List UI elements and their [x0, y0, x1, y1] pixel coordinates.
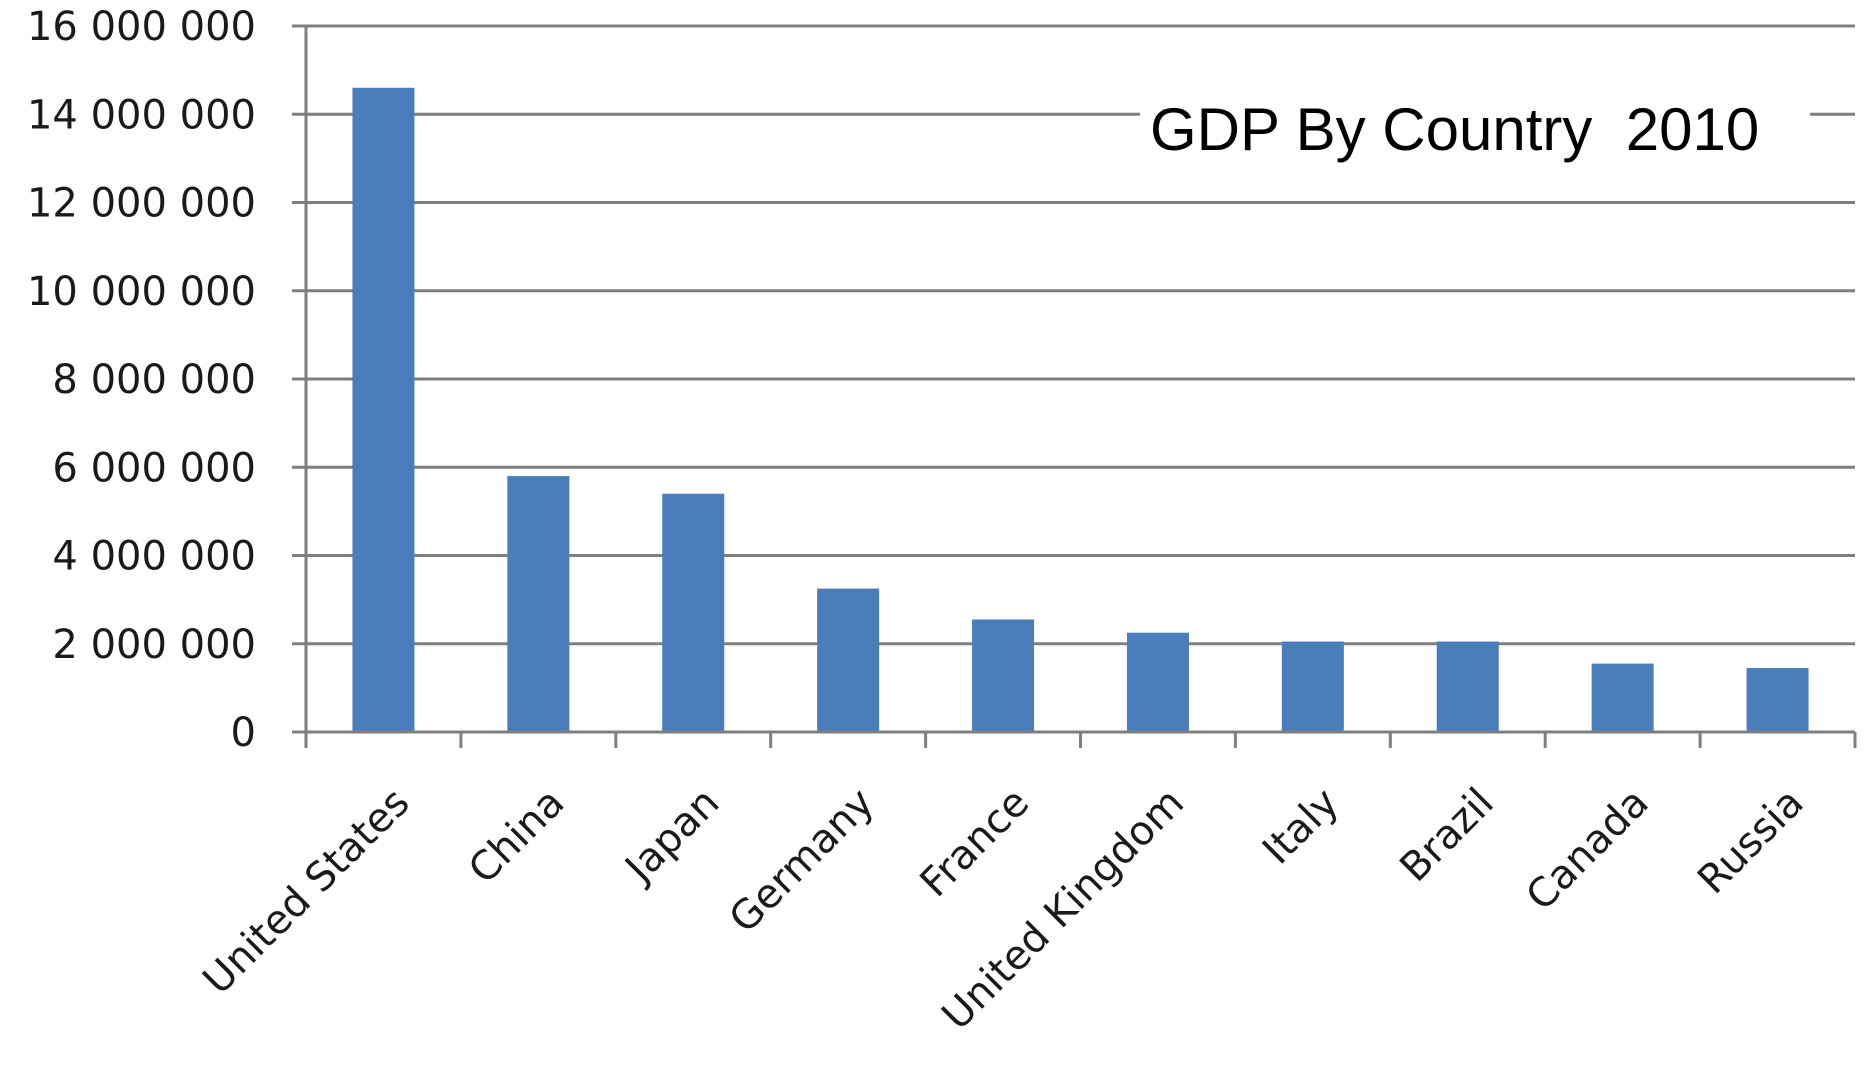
bar-united-kingdom: [1126, 632, 1189, 732]
x-tick-label: China: [460, 780, 573, 893]
chart-title: GDP By Country 2010: [1140, 90, 1810, 170]
bar-russia: [1746, 668, 1809, 732]
x-tick-label: Russia: [1689, 780, 1813, 904]
y-tick-label: 12 000 000: [27, 181, 256, 227]
bar-china: [507, 476, 570, 732]
x-tick-label: Brazil: [1391, 780, 1502, 891]
bar-germany: [817, 588, 880, 732]
bar-canada: [1591, 663, 1654, 732]
bar-united-states: [352, 87, 415, 732]
y-tick-label: 8 000 000: [52, 357, 256, 403]
axes: [292, 24, 1857, 748]
x-tick-label: United States: [194, 780, 418, 1004]
x-tick-label: Canada: [1518, 780, 1658, 920]
y-tick-label: 10 000 000: [27, 269, 256, 315]
bar-japan: [662, 493, 725, 732]
bar-france: [972, 619, 1035, 732]
y-tick-label: 14 000 000: [27, 92, 256, 138]
bars: [352, 87, 1809, 732]
y-tick-label: 16 000 000: [27, 4, 256, 50]
bar-brazil: [1436, 641, 1499, 732]
y-tick-label: 4 000 000: [52, 534, 256, 580]
y-tick-label: 0: [231, 710, 256, 756]
x-tick-label: France: [912, 780, 1039, 907]
y-tick-label: 2 000 000: [52, 622, 256, 668]
y-tick-label: 6 000 000: [52, 445, 256, 491]
bar-italy: [1281, 641, 1344, 732]
x-tick-label: Italy: [1254, 780, 1348, 874]
x-tick-label: Japan: [615, 780, 729, 894]
x-tick-label: Germany: [721, 780, 884, 943]
